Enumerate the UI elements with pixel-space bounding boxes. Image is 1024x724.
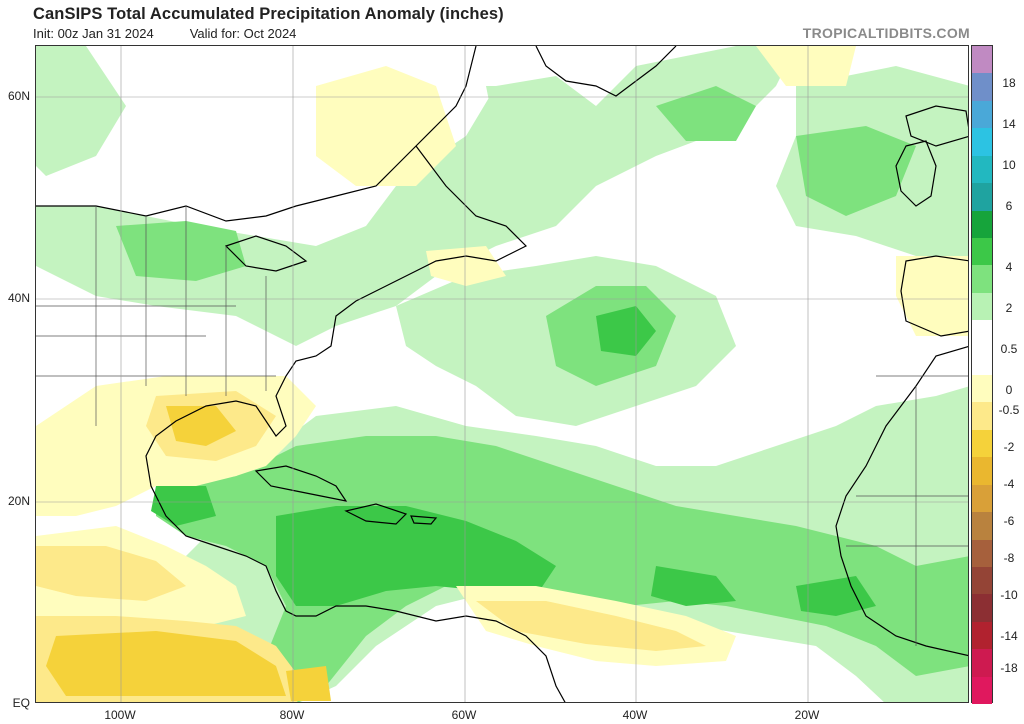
colorbar-label: -18 [1000,661,1018,675]
colorbar-swatch [972,183,992,211]
lat-label-20n: 20N [7,494,30,508]
colorbar-swatch [972,265,992,294]
colorbar-label: -0.5 [998,403,1020,417]
colorbar-swatch [972,320,992,349]
valid-time: Valid for: Oct 2024 [189,26,297,41]
colorbar-swatch [972,347,992,376]
colorbar-swatch [972,676,992,705]
colorbar-label: -6 [1003,514,1015,528]
map-canvas [36,46,968,702]
colorbar-swatch [972,128,992,157]
colorbar-swatch [972,429,992,458]
gold-anomaly [46,406,331,701]
colorbar-label: 2 [1005,301,1013,315]
colorbar-swatch [972,210,992,239]
grid-lines [36,46,968,702]
colorbar-swatch [972,457,992,486]
colorbar-swatch [972,402,992,431]
colorbar-label: 0.5 [1000,342,1018,356]
colorbar-swatch [972,621,992,650]
colorbar-swatch [972,46,992,74]
colorbar-label: 18 [1002,76,1016,90]
lon-label-80w: 80W [279,708,305,722]
colorbar-label: -10 [1000,588,1018,602]
map-subtitle: Init: 00z Jan 31 2024 Valid for: Oct 2024 [33,26,296,41]
colorbar-swatch [972,100,992,129]
colorbar-label: -14 [1000,629,1018,643]
colorbar-swatch [972,539,992,568]
political-borders [36,206,968,646]
map-title: CanSIPS Total Accumulated Precipitation … [33,5,504,23]
colorbar [971,45,993,705]
lon-label-40w: 40W [622,708,648,722]
colorbar-label: 0 [1005,383,1013,397]
lat-label-eq: EQ [12,696,30,710]
colorbar-label: 4 [1005,260,1013,274]
colorbar-label: 14 [1002,117,1016,131]
colorbar-swatch [972,292,992,321]
lat-label-60n: 60N [7,89,30,103]
colorbar-swatch [972,594,992,623]
colorbar-swatch [972,566,992,595]
colorbar-label: -8 [1003,551,1015,565]
lon-label-20w: 20W [794,708,820,722]
colorbar-swatch [972,484,992,513]
colorbar-swatch [972,155,992,184]
colorbar-label: -2 [1003,440,1015,454]
colorbar-swatch [972,512,992,540]
lon-label-100w: 100W [104,708,136,722]
colorbar-swatch [972,73,992,102]
colorbar-swatch [972,375,992,403]
lat-label-40n: 40N [7,291,30,305]
lon-label-60w: 60W [451,708,477,722]
colorbar-label: 6 [1005,199,1013,213]
precip-anomaly-map [35,45,969,703]
dark-green-anomaly [151,306,876,616]
colorbar-swatch [972,649,992,678]
brand-watermark[interactable]: TROPICALTIDBITS.COM [802,25,970,41]
colorbar-label: 10 [1002,158,1016,172]
init-time: Init: 00z Jan 31 2024 [33,26,154,41]
colorbar-label: -4 [1003,477,1015,491]
colorbar-swatch [972,237,992,266]
